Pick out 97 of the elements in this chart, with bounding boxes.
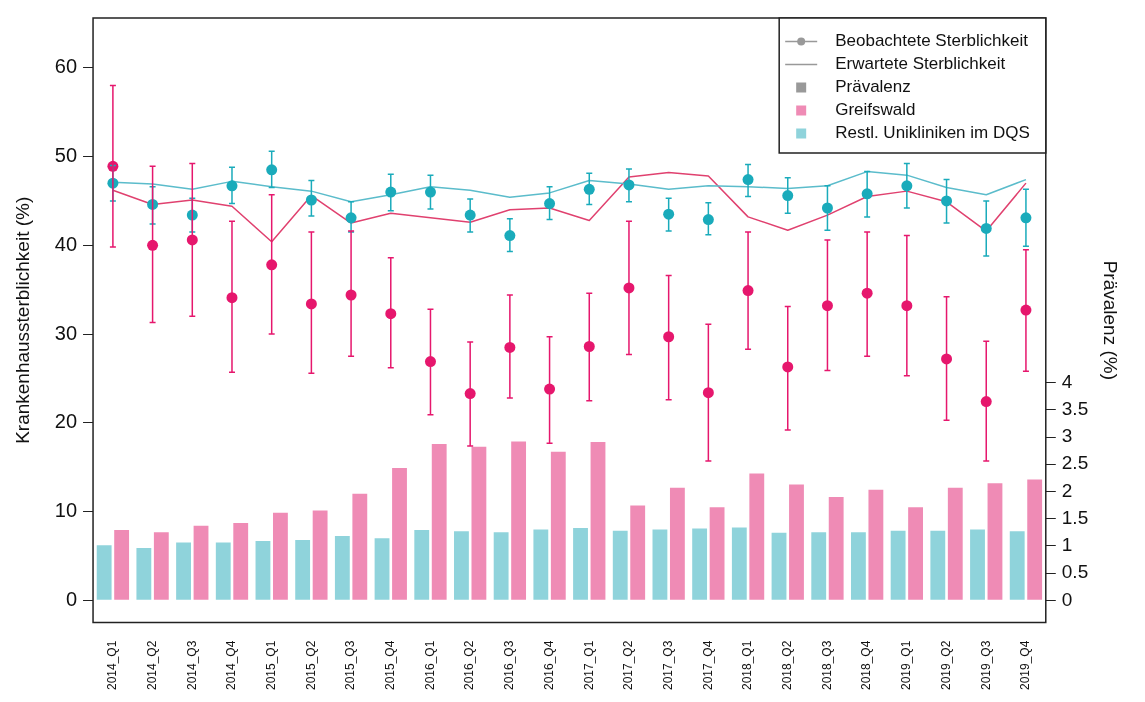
bar	[352, 493, 368, 600]
bar	[828, 496, 844, 600]
bar	[374, 538, 390, 600]
bar	[153, 532, 169, 600]
bar	[392, 468, 407, 600]
bar	[573, 527, 588, 600]
bar	[312, 510, 328, 600]
bar	[890, 530, 906, 600]
bar	[273, 512, 288, 600]
bar	[414, 530, 430, 600]
bar	[136, 548, 152, 600]
bar	[612, 530, 628, 600]
x-tick-label: 2017_Q1	[581, 640, 596, 691]
point	[544, 198, 556, 210]
x-tick-label: 2016_Q1	[422, 640, 437, 691]
x-tick-label: 2018_Q2	[780, 640, 795, 691]
y2-tick-label: 0	[1061, 588, 1073, 610]
y-tick-label: 30	[54, 321, 78, 344]
x-tick-label: 2015_Q1	[264, 640, 278, 691]
legend-label: Erwartete Sterblichkeit	[835, 54, 1006, 74]
bar	[868, 489, 884, 600]
bar	[176, 542, 191, 600]
y-tick-label: 60	[54, 55, 78, 78]
bar	[630, 505, 646, 600]
bar	[96, 545, 112, 600]
x-tick-label: 2017_Q2	[621, 640, 636, 691]
x-tick-label: 2018_Q3	[819, 640, 834, 691]
point	[424, 356, 436, 368]
x-tick-label: 2019_Q3	[978, 640, 993, 691]
bar	[215, 542, 231, 600]
bar	[233, 523, 249, 600]
bar	[590, 441, 606, 600]
bar	[1009, 531, 1025, 600]
x-tick-label: 2015_Q3	[343, 640, 358, 691]
legend-label: Beobachtete Sterblichkeit	[835, 31, 1029, 51]
y-tick-label: 40	[54, 232, 78, 255]
y2-tick-label: 4	[1061, 370, 1073, 392]
bar	[114, 530, 130, 600]
y2-tick-label: 0.5	[1061, 561, 1089, 583]
bar	[334, 536, 350, 600]
y2-axis-title: Prävalenz (%)	[1100, 260, 1122, 380]
bar	[930, 530, 946, 600]
bar	[550, 451, 566, 600]
y-tick-label: 10	[54, 499, 78, 522]
bar	[947, 487, 963, 600]
bar	[533, 529, 549, 600]
x-tick-label: 2014_Q3	[184, 640, 199, 691]
y2-tick-label: 3	[1061, 425, 1073, 447]
bar	[295, 539, 311, 600]
bar	[454, 531, 469, 600]
bar	[771, 532, 787, 600]
bar	[193, 525, 209, 600]
bar	[709, 507, 725, 600]
bar	[970, 529, 985, 600]
x-tick-label: 2019_Q4	[1018, 640, 1033, 691]
x-tick-label: 2016_Q2	[462, 640, 477, 691]
x-tick-label: 2016_Q4	[541, 640, 556, 691]
bar	[850, 532, 866, 600]
bar	[749, 473, 765, 600]
x-tick-label: 2014_Q2	[144, 640, 159, 691]
bar	[431, 444, 447, 600]
legend-label: Greifswald	[835, 100, 916, 120]
x-tick-label: 2014_Q1	[105, 640, 120, 691]
bar	[789, 484, 804, 600]
y2-tick-label: 1	[1061, 534, 1073, 556]
x-tick-label: 2019_Q2	[938, 640, 953, 691]
y-tick-label: 50	[54, 144, 78, 167]
x-tick-label: 2017_Q3	[660, 640, 675, 691]
x-tick-label: 2014_Q4	[224, 640, 239, 691]
y2-tick-label: 1.5	[1061, 506, 1089, 528]
bar	[731, 527, 747, 600]
bar	[493, 532, 509, 600]
x-tick-label: 2015_Q2	[303, 640, 318, 691]
y-axis-title: Krankenhaussterblichkeit (%)	[11, 196, 33, 444]
x-tick-label: 2016_Q3	[502, 640, 517, 691]
bar	[511, 441, 527, 600]
bar	[987, 483, 1003, 600]
x-tick-label: 2019_Q1	[899, 640, 914, 691]
y-tick-label: 20	[54, 410, 78, 433]
bar	[471, 446, 487, 600]
bar	[1027, 479, 1043, 600]
x-tick-label: 2018_Q1	[740, 640, 755, 691]
legend-label: Restl. Unikliniken im DQS	[835, 123, 1030, 143]
bar	[908, 507, 923, 600]
y-tick-label: 0	[65, 587, 78, 610]
y2-tick-label: 3.5	[1061, 398, 1089, 420]
y2-tick-label: 2.5	[1061, 452, 1089, 474]
x-tick-label: 2017_Q4	[700, 640, 715, 691]
x-tick-label: 2015_Q4	[383, 640, 398, 691]
y2-tick-label: 2	[1061, 479, 1073, 501]
bar	[669, 487, 685, 600]
bar	[255, 540, 271, 600]
x-tick-label: 2018_Q4	[859, 640, 874, 691]
bar	[692, 528, 708, 600]
bar	[652, 529, 668, 600]
legend-label: Prävalenz	[835, 77, 911, 97]
bar	[811, 532, 827, 600]
